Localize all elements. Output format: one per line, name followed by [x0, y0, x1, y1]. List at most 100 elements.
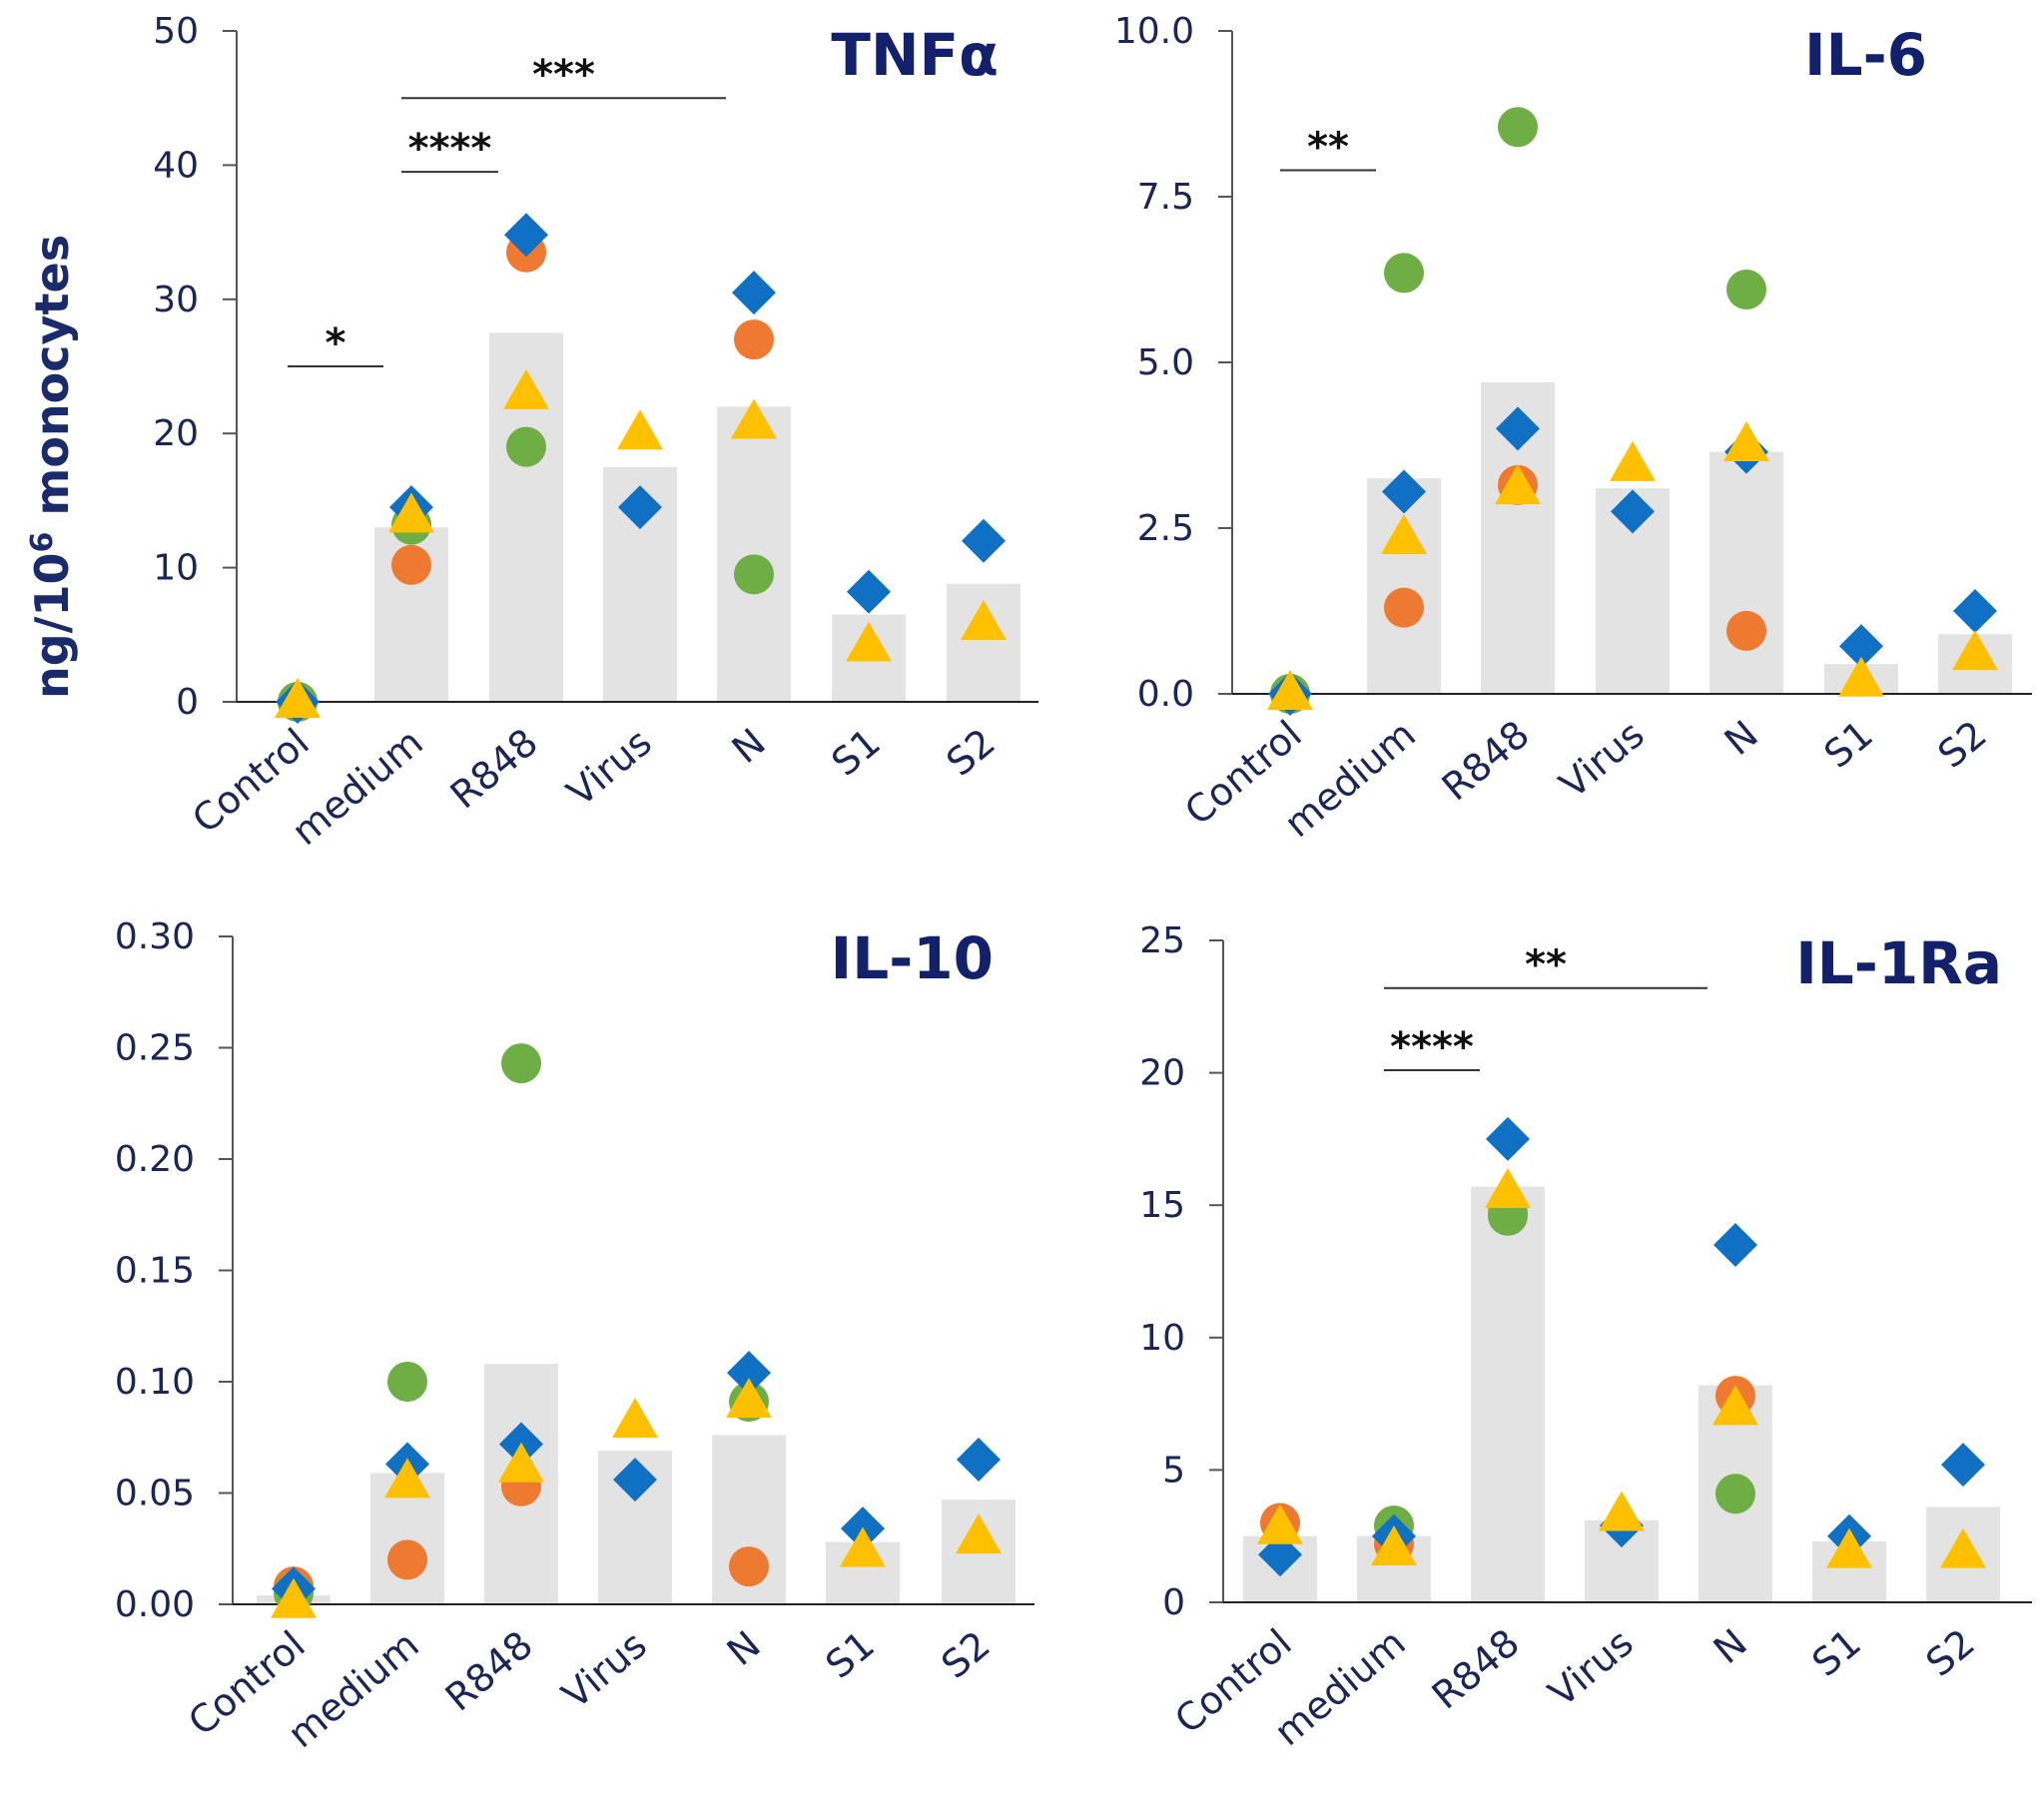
y-tick-label: 0 [1162, 1582, 1185, 1623]
point-triangle [275, 678, 321, 718]
y-tick-label: 5.0 [1137, 342, 1194, 383]
point-green [501, 1043, 541, 1084]
point-orange [734, 319, 774, 360]
point-diamond [962, 518, 1006, 563]
point-triangle [1610, 440, 1656, 481]
point-diamond [1496, 406, 1540, 451]
point-triangle [1723, 421, 1769, 461]
point-diamond [1382, 469, 1426, 514]
y-tick-label: 0.30 [115, 916, 195, 957]
point-green [1384, 253, 1424, 294]
point-diamond [727, 1351, 771, 1396]
chart-title: IL-10 [831, 924, 994, 992]
point-diamond [1486, 1116, 1530, 1161]
y-tick-label: 20 [153, 413, 199, 454]
point-diamond [1611, 489, 1655, 534]
significance-stars: ** [1307, 124, 1349, 170]
point-triangle [1599, 1491, 1645, 1531]
point-triangle [1371, 1524, 1417, 1565]
y-axis-label-suffix: monocytes [25, 235, 79, 532]
category-label: Virus [1541, 1620, 1642, 1715]
category-label: N [1716, 712, 1766, 764]
point-triangle [1952, 630, 1998, 671]
y-axis-label: ng/106 monocytes [25, 235, 79, 699]
chart-panel-il-10: 0.000.050.100.150.200.250.30Controlmediu… [115, 916, 1034, 1756]
point-green [506, 426, 546, 467]
y-tick-label: 10.0 [1114, 11, 1194, 52]
point-orange [729, 1546, 769, 1587]
point-green [1726, 269, 1766, 309]
point-green [734, 554, 774, 595]
y-tick-label: 5 [1162, 1450, 1185, 1491]
category-label: S1 [817, 1622, 882, 1687]
point-diamond [1941, 1443, 1985, 1488]
point-orange [1726, 610, 1766, 651]
category-label: S2 [933, 1622, 998, 1687]
category-label: R848 [1434, 712, 1538, 809]
point-triangle [726, 1378, 772, 1419]
point-triangle [1826, 1527, 1872, 1568]
y-tick-label: 2.5 [1137, 508, 1194, 549]
chart-title: IL-1Ra [1795, 929, 2002, 997]
point-diamond [732, 271, 776, 315]
bar-n [717, 406, 791, 702]
y-tick-label: 50 [153, 11, 199, 52]
category-label: N [724, 720, 774, 772]
y-tick-label: 0.00 [115, 1584, 195, 1625]
y-tick-label: 30 [153, 280, 199, 320]
point-triangle [271, 1577, 317, 1618]
point-orange [1384, 587, 1424, 628]
point-triangle [388, 492, 434, 533]
y-tick-label: 0.10 [115, 1362, 195, 1403]
significance-stars: **** [1390, 1024, 1474, 1070]
y-tick-label: 20 [1139, 1053, 1185, 1094]
point-diamond [847, 569, 891, 614]
category-label: N [1705, 1620, 1755, 1672]
category-label: S2 [938, 720, 1003, 785]
point-triangle [612, 1398, 658, 1439]
category-label: S1 [823, 720, 888, 785]
point-triangle [846, 621, 892, 662]
y-tick-label: 0.15 [115, 1251, 195, 1292]
y-tick-label: 0.05 [115, 1474, 195, 1514]
point-triangle [1381, 513, 1427, 554]
point-triangle [840, 1526, 886, 1567]
y-tick-label: 7.5 [1137, 177, 1194, 218]
point-triangle [1940, 1527, 1986, 1568]
point-diamond [957, 1438, 1001, 1483]
significance-stars: * [326, 320, 346, 366]
point-green [1715, 1474, 1755, 1514]
y-tick-label: 0.0 [1137, 674, 1194, 715]
y-tick-label: 0 [176, 682, 199, 723]
significance-stars: **** [408, 126, 492, 172]
point-triangle [1495, 464, 1541, 505]
category-label: R848 [437, 1622, 541, 1719]
category-label: N [719, 1622, 769, 1674]
point-diamond [618, 485, 662, 530]
point-diamond [613, 1458, 657, 1502]
y-tick-label: 0.20 [115, 1139, 195, 1180]
point-orange [387, 1539, 427, 1580]
point-diamond [504, 213, 548, 258]
point-diamond [1953, 589, 1997, 633]
category-label: Virus [554, 1622, 655, 1717]
y-axis-label-main: ng/10 [25, 553, 79, 700]
category-label: S2 [1929, 712, 1994, 777]
point-orange [391, 544, 431, 585]
point-green [387, 1362, 427, 1402]
point-triangle [1267, 670, 1313, 710]
significance-stars: ** [1525, 942, 1567, 988]
point-triangle [498, 1442, 544, 1483]
significance-stars: *** [532, 52, 595, 98]
point-triangle [1257, 1503, 1303, 1544]
y-tick-label: 10 [1139, 1318, 1185, 1359]
bar-n [1709, 451, 1783, 694]
y-tick-label: 40 [153, 145, 199, 186]
y-axis-label-superscript: 6 [25, 532, 60, 553]
point-triangle [1712, 1385, 1758, 1426]
bar-r848 [1471, 1186, 1545, 1602]
